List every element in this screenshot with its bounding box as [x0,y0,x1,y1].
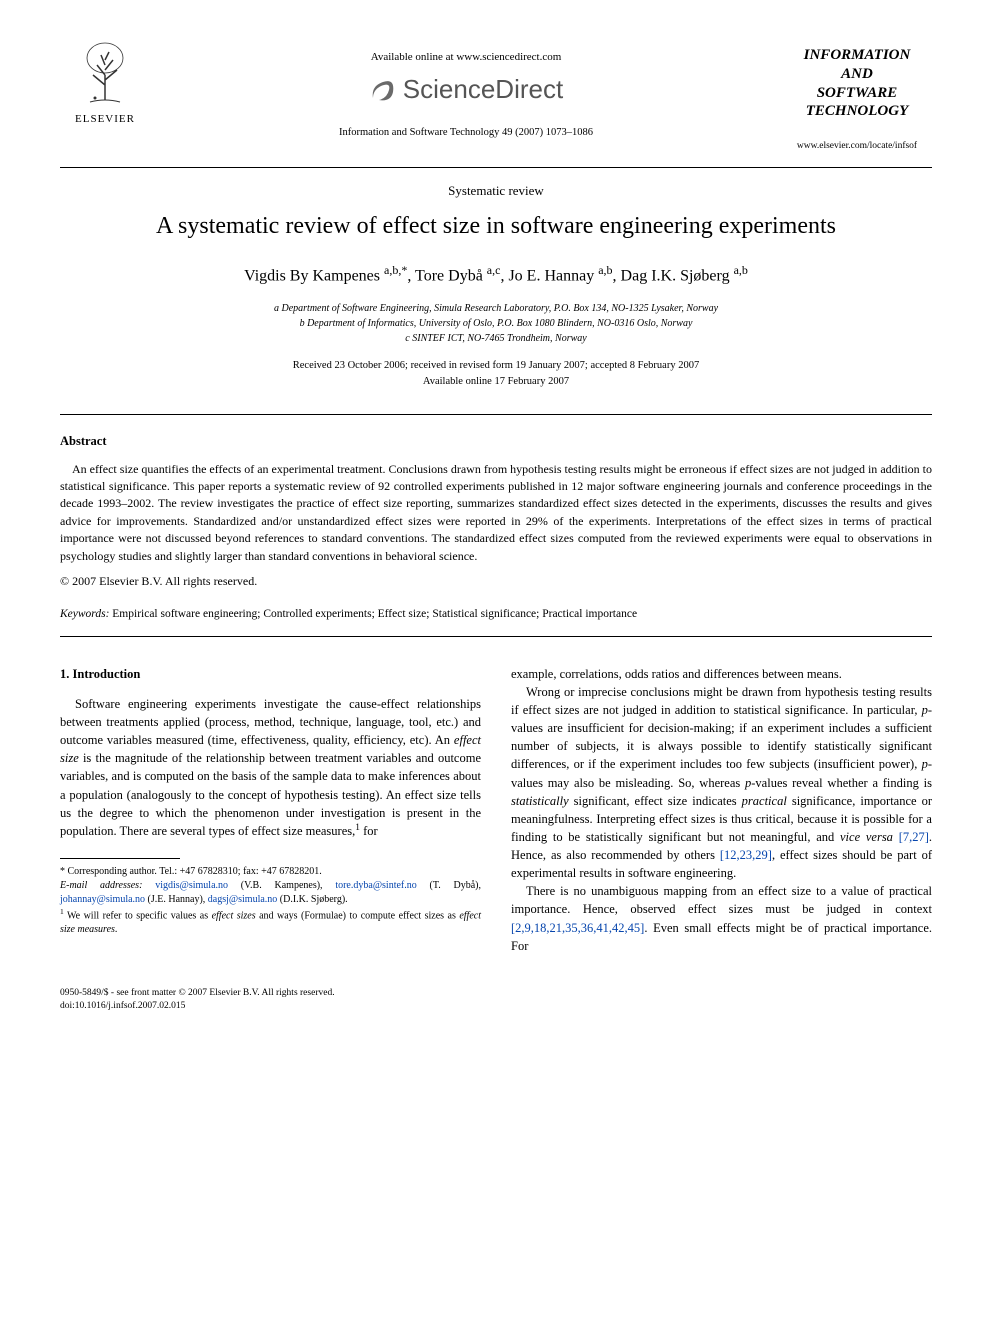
abstract-bottom-divider [60,636,932,637]
affil-c: c SINTEF ICT, NO-7465 Trondheim, Norway [60,331,932,346]
issn-line: 0950-5849/$ - see front matter © 2007 El… [60,987,932,1000]
corresponding-author: * Corresponding author. Tel.: +47 678283… [60,865,481,879]
elsevier-label: ELSEVIER [75,112,135,127]
doi-line: doi:10.1016/j.infsof.2007.02.015 [60,1000,932,1013]
center-header: Available online at www.sciencedirect.co… [150,40,782,140]
body-two-column: 1. Introduction Software engineering exp… [60,665,932,955]
page-footer: 0950-5849/$ - see front matter © 2007 El… [60,987,932,1014]
journal-box-line: TECHNOLOGY [786,102,928,121]
sciencedirect-text: ScienceDirect [403,71,563,107]
journal-reference-line: Information and Software Technology 49 (… [150,126,782,141]
journal-box-line: INFORMATION [786,46,928,65]
abstract-text: An effect size quantifies the effects of… [60,461,932,565]
col2-paragraph-1: Wrong or imprecise conclusions might be … [511,683,932,882]
affil-a: a Department of Software Engineering, Si… [60,301,932,316]
affiliations: a Department of Software Engineering, Si… [60,301,932,346]
section-1-heading: 1. Introduction [60,665,481,683]
abstract-heading: Abstract [60,433,932,451]
email-addresses: E-mail addresses: vigdis@simula.no (V.B.… [60,879,481,907]
available-online-text: Available online at www.sciencedirect.co… [150,50,782,65]
article-title: A systematic review of effect size in so… [60,210,932,244]
abstract-top-divider [60,414,932,415]
header-divider [60,167,932,168]
journal-title-box: INFORMATION AND SOFTWARE TECHNOLOGY www.… [782,40,932,159]
intro-paragraph-1: Software engineering experiments investi… [60,695,481,840]
footnotes-block: * Corresponding author. Tel.: +47 678283… [60,865,481,937]
footnote-1: 1 We will refer to specific values as ef… [60,907,481,937]
journal-box-line: SOFTWARE [786,84,928,103]
col2-paragraph-2: There is no unambiguous mapping from an … [511,882,932,955]
dates-received: Received 23 October 2006; received in re… [60,358,932,374]
article-dates: Received 23 October 2006; received in re… [60,358,932,390]
left-column: 1. Introduction Software engineering exp… [60,665,481,955]
keywords-line: Keywords: Empirical software engineering… [60,606,932,622]
article-type: Systematic review [60,182,932,200]
affil-b: b Department of Informatics, University … [60,316,932,331]
journal-box-line: AND [786,65,928,84]
keywords-label: Keywords: [60,608,109,620]
dates-online: Available online 17 February 2007 [60,374,932,390]
keywords-values: Empirical software engineering; Controll… [109,608,637,620]
authors-line: Vigdis By Kampenes a,b,*, Tore Dybå a,c,… [60,262,932,288]
abstract-copyright: © 2007 Elsevier B.V. All rights reserved… [60,573,932,590]
col2-continuation: example, correlations, odds ratios and d… [511,665,932,683]
journal-url[interactable]: www.elsevier.com/locate/infsof [786,141,928,153]
sciencedirect-logo: ScienceDirect [369,71,563,107]
elsevier-logo-block: ELSEVIER [60,40,150,127]
page-header: ELSEVIER Available online at www.science… [60,40,932,159]
right-column: example, correlations, odds ratios and d… [511,665,932,955]
sciencedirect-swoosh-icon [369,76,397,104]
elsevier-tree-icon [75,40,135,110]
footnote-rule [60,858,180,859]
